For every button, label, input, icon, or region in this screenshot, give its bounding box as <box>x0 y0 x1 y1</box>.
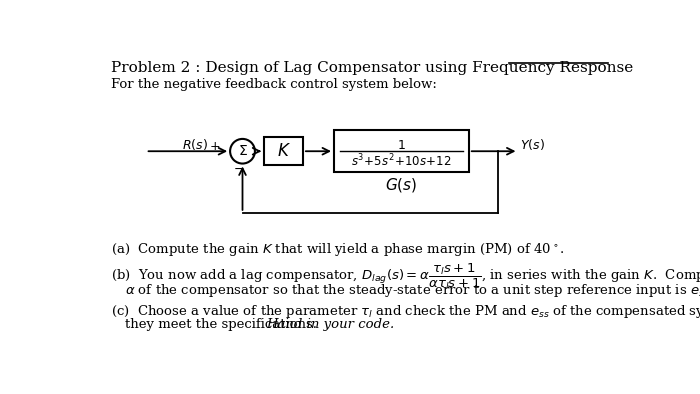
Text: $s^3\!+\!5s^2\!+\!10s\!+\!12$: $s^3\!+\!5s^2\!+\!10s\!+\!12$ <box>351 153 452 169</box>
Text: $K$: $K$ <box>276 143 290 160</box>
Text: $Y(s)$: $Y(s)$ <box>520 138 545 152</box>
FancyBboxPatch shape <box>264 138 303 165</box>
Text: $+$: $+$ <box>209 140 220 153</box>
Text: For the negative feedback control system below:: For the negative feedback control system… <box>111 78 437 91</box>
Text: (b)  You now add a lag compensator, $D_{lag}(s) = \alpha\dfrac{\tau_l s+1}{\alph: (b) You now add a lag compensator, $D_{l… <box>111 261 700 292</box>
Text: Problem 2 : Design of Lag Compensator using Frequency Response: Problem 2 : Design of Lag Compensator us… <box>111 61 633 75</box>
FancyBboxPatch shape <box>334 130 469 172</box>
Text: $1$: $1$ <box>397 139 406 152</box>
Text: $R(s)$: $R(s)$ <box>182 138 208 152</box>
Text: Hand in your code.: Hand in your code. <box>266 318 394 331</box>
Text: $-$: $-$ <box>233 162 244 175</box>
Text: (a)  Compute the gain $K$ that will yield a phase margin (PM) of 40$^\circ$.: (a) Compute the gain $K$ that will yield… <box>111 241 565 258</box>
Text: $G(s)$: $G(s)$ <box>385 176 417 194</box>
Text: (c)  Choose a value of the parameter $\tau_l$ and check the PM and $e_{ss}$ of t: (c) Choose a value of the parameter $\ta… <box>111 303 700 320</box>
Text: $\Sigma$: $\Sigma$ <box>237 144 247 158</box>
Text: they meet the specifications.: they meet the specifications. <box>125 318 326 331</box>
Text: $\alpha$ of the compensator so that the steady-state error to a unit step refere: $\alpha$ of the compensator so that the … <box>125 282 700 299</box>
